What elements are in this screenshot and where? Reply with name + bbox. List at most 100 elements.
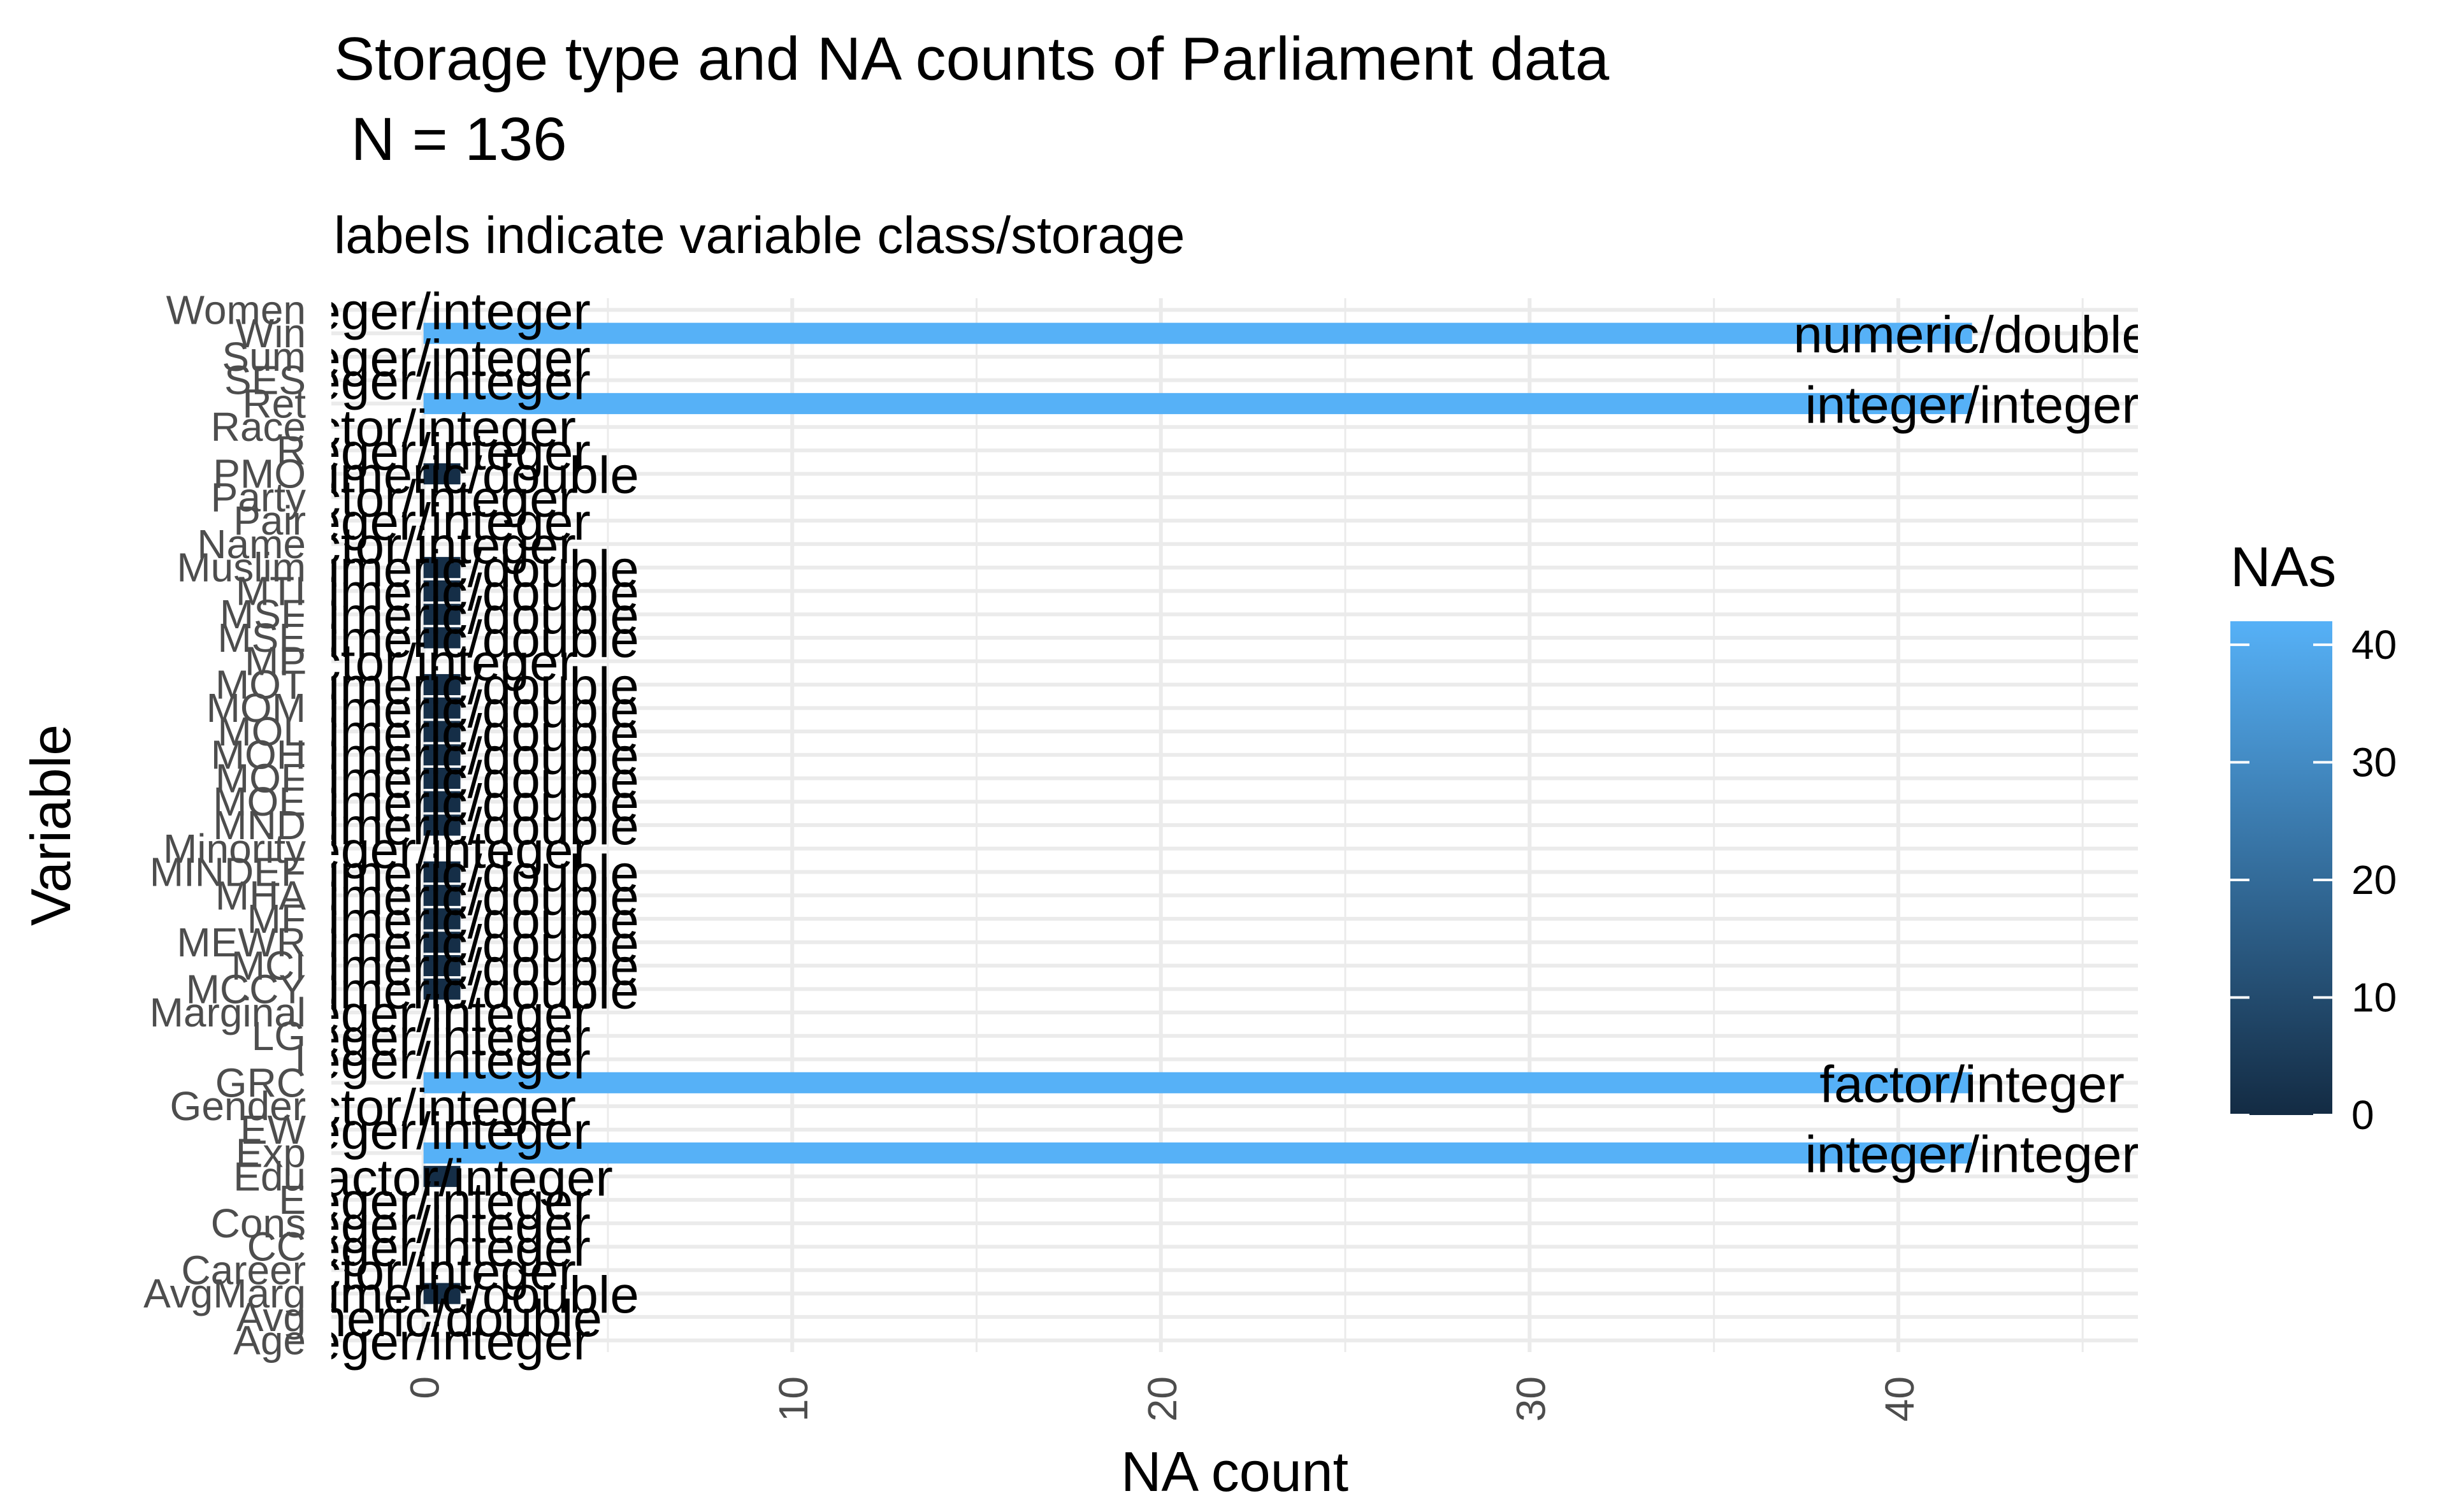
bar-label: numeric/double	[282, 845, 639, 903]
x-tick-label: 10	[770, 1376, 816, 1422]
y-tick-label: MEWR	[177, 919, 306, 965]
bar	[423, 603, 461, 625]
y-tick-label: MND	[213, 802, 306, 848]
y-tick-label: MOH	[211, 732, 306, 778]
bar	[423, 908, 461, 930]
y-tick-label: MF	[247, 896, 306, 942]
bar	[423, 1165, 461, 1187]
bar-label: factor/integer	[271, 634, 576, 692]
bar	[423, 580, 461, 601]
legend-tick-label: 0	[2351, 1092, 2374, 1138]
bar-label: numeric/double	[282, 728, 639, 786]
y-tick-label: Win	[236, 310, 306, 356]
bar	[423, 627, 461, 649]
y-axis-title: Variable	[19, 724, 82, 926]
bar-label: integer/integer	[257, 985, 591, 1043]
y-tick-label: MOL	[217, 709, 306, 754]
bar-label: numeric/double	[282, 1266, 639, 1324]
x-axis-title: NA count	[1121, 1440, 1348, 1503]
bar-label: numeric/double	[282, 774, 639, 832]
bar-label: numeric/double	[1793, 306, 2151, 364]
y-tick-label: Cons	[211, 1200, 306, 1246]
bar	[423, 744, 461, 766]
bar-label: numeric/double	[282, 447, 639, 505]
y-tick-label: E	[278, 1177, 306, 1223]
y-tick-label: Muslim	[177, 545, 306, 591]
bar-label: factor/integer	[1819, 1055, 2125, 1113]
y-tick-label: Edu	[233, 1153, 306, 1199]
bar-label: factor/integer	[271, 1079, 576, 1137]
y-tick-label: PMO	[213, 451, 306, 497]
y-tick-label: Race	[211, 404, 306, 450]
legend-tick-label: 30	[2351, 739, 2397, 785]
y-tick-label: Minority	[163, 826, 306, 872]
bar	[423, 932, 461, 953]
bar	[423, 721, 461, 742]
y-tick-label: R	[277, 428, 306, 473]
bar	[423, 697, 461, 719]
y-tick-label: MOE	[213, 779, 306, 824]
bar	[423, 767, 461, 789]
bar-label: integer/integer	[257, 1032, 591, 1090]
y-tick-label: SES	[224, 357, 306, 403]
bar-label: numeric/double	[282, 751, 639, 809]
y-tick-label: Gender	[170, 1083, 306, 1129]
bar-label: numeric/double	[282, 563, 639, 621]
y-tick-label: Women	[166, 287, 306, 333]
bar	[423, 1283, 461, 1304]
bar-label: numeric/double	[282, 868, 639, 926]
y-tick-label: Name	[197, 521, 306, 567]
bar-label: numeric/double	[245, 1290, 602, 1348]
bar-label: numeric/double	[282, 540, 639, 598]
bar-label: integer/integer	[257, 493, 591, 551]
bar	[423, 954, 461, 977]
y-tick-label: Exp	[236, 1130, 306, 1176]
bar-labels: integer/integernumeric/doublenumeric/dou…	[245, 282, 2151, 1371]
bar	[423, 673, 461, 696]
bar-label: factor/integer	[271, 400, 576, 457]
y-tick-label: MOM	[206, 685, 306, 731]
y-tick-label: MSE	[217, 615, 306, 661]
bar-label: integer/integer	[257, 282, 591, 340]
bar-label: integer/integer	[257, 423, 591, 481]
y-tick-label: MP	[245, 638, 306, 684]
bar-label: integer/integer	[257, 1009, 591, 1067]
bar-label: numeric/double	[282, 891, 639, 949]
bar-label: numeric/double	[282, 587, 639, 645]
bar	[423, 463, 461, 485]
bar-label: integer/integer	[257, 821, 591, 879]
chart-title-line2: N = 136	[334, 105, 567, 173]
bar-label: integer/integer	[257, 1196, 591, 1254]
bar	[423, 557, 461, 579]
bar-label: numeric/double	[282, 939, 639, 997]
bar	[423, 1142, 1972, 1164]
legend-title: NAs	[2230, 535, 2336, 598]
bar-label: numeric/double	[282, 680, 639, 738]
y-tick-label: MOF	[215, 755, 306, 801]
bar-label: integer/integer	[257, 1102, 591, 1160]
y-tick-label: MTI	[236, 568, 306, 614]
y-tick-label: MHA	[215, 872, 307, 918]
x-tick-label: 40	[1877, 1376, 1923, 1422]
y-tick-label: Avg	[236, 1294, 306, 1340]
legend-tick-label: 10	[2351, 974, 2397, 1020]
bar	[423, 791, 461, 812]
bar-label: integer/integer	[257, 353, 591, 411]
bar-label: numeric/double	[282, 798, 639, 856]
bar-label: numeric/double	[282, 657, 639, 715]
bar-label: factor/integer	[271, 1242, 576, 1300]
y-tick-label: MCI	[231, 943, 306, 989]
bar-label: numeric/double	[282, 915, 639, 973]
bar-label: integer/integer	[1805, 1126, 2139, 1184]
bar-label: factor/integer	[271, 470, 576, 528]
bar	[423, 884, 461, 906]
y-tick-label: MSF	[220, 591, 306, 637]
bar-label: integer/integer	[257, 329, 591, 387]
y-tick-label: Ret	[242, 380, 306, 426]
y-tick-label: Career	[181, 1247, 306, 1293]
bar-label: factor/integer	[308, 1149, 613, 1207]
bar	[423, 392, 1972, 414]
x-tick-label: 0	[402, 1376, 448, 1399]
y-tick-label: Marginal	[150, 990, 306, 1035]
